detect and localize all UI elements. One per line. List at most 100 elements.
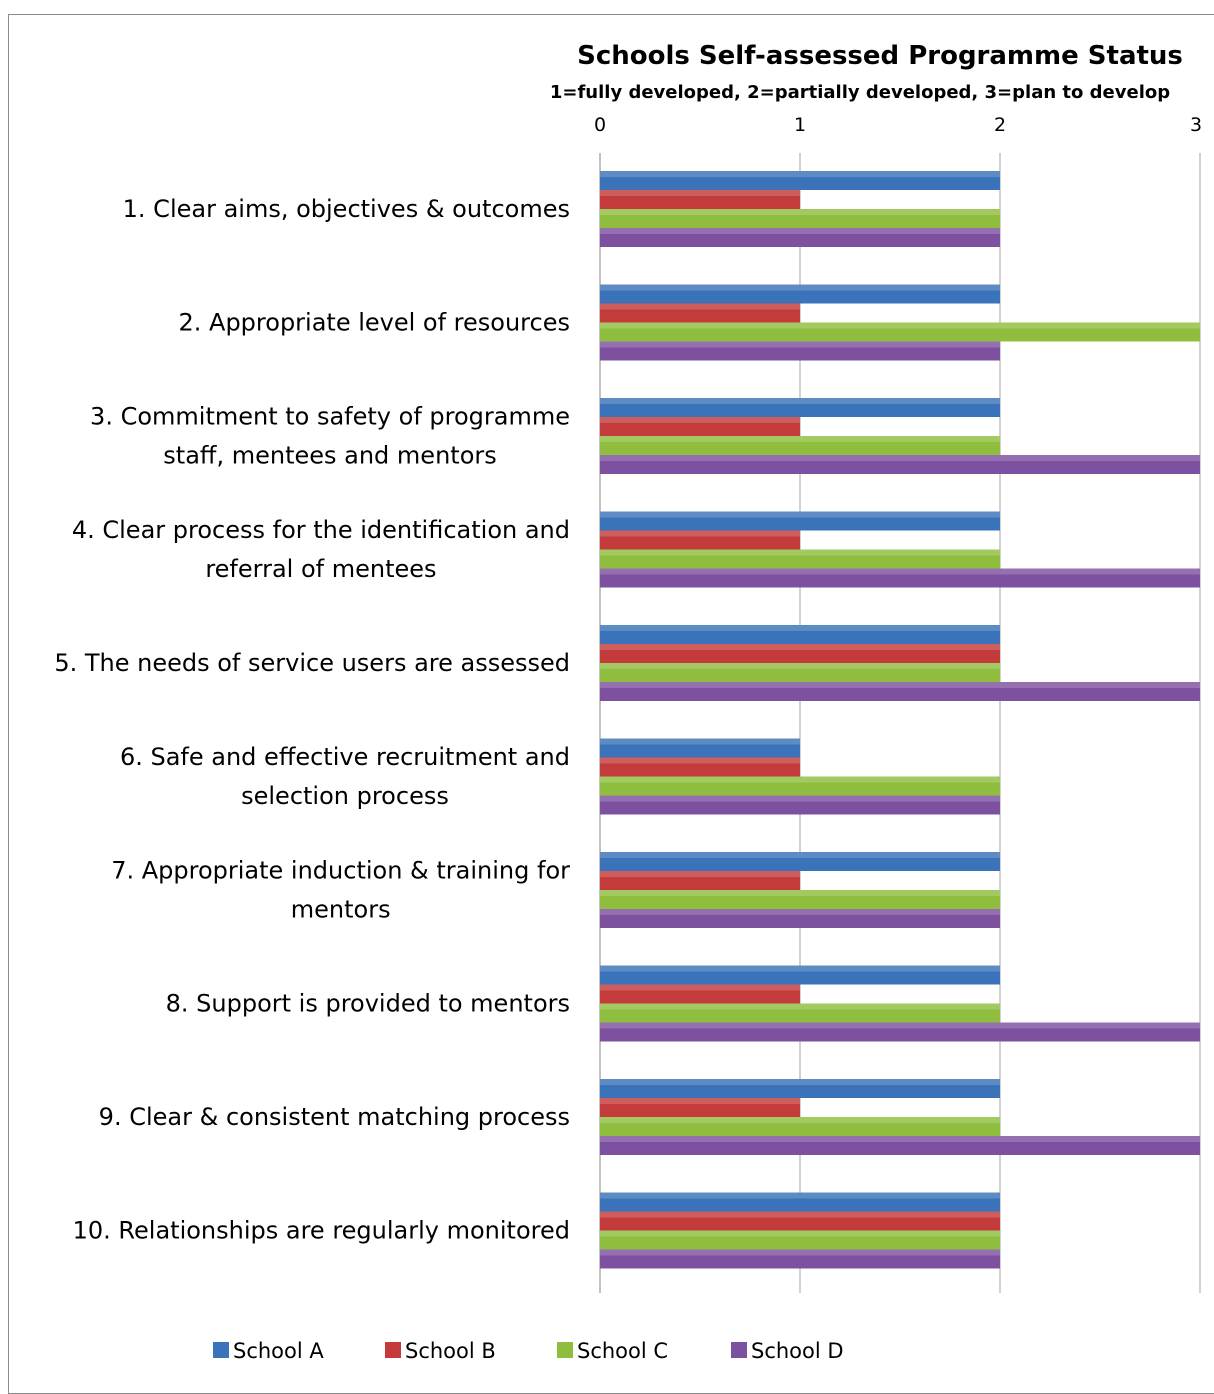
category-label: 2. Appropriate level of resources	[179, 309, 571, 337]
bar-highlight	[600, 965, 1000, 972]
legend-swatch-school-d	[731, 1342, 747, 1358]
bar-highlight	[600, 436, 1000, 442]
bar-highlight	[600, 417, 800, 423]
bar-school-b-cat-6	[600, 757, 800, 777]
bar-school-b-cat-5	[600, 644, 1000, 663]
bar-highlight	[600, 322, 1200, 329]
legend-label: School A	[233, 1339, 324, 1363]
bar-school-c-cat-3	[600, 436, 1000, 455]
category-label: staff, mentees and mentors	[163, 442, 496, 470]
category-label: 1. Clear aims, objectives & outcomes	[123, 195, 570, 223]
category-label: 9. Clear & consistent matching process	[99, 1103, 570, 1131]
bar-school-a-cat-8	[600, 965, 1000, 985]
bar-highlight	[600, 738, 800, 745]
bar-highlight	[600, 1117, 1000, 1123]
bar-highlight	[600, 1022, 1200, 1029]
bar-school-b-cat-2	[600, 303, 800, 323]
bar-highlight	[600, 530, 800, 537]
legend-label: School C	[577, 1339, 668, 1363]
category-label: 8. Support is provided to mentors	[166, 990, 570, 1018]
bar-highlight	[600, 1098, 800, 1104]
category-label: 7. Appropriate induction & training for	[111, 857, 570, 885]
category-label: mentors	[291, 896, 391, 924]
legend-swatch-school-b	[385, 1342, 401, 1358]
bar-highlight	[600, 776, 1000, 783]
bar-highlight	[600, 1192, 1000, 1199]
bar-school-d-cat-10	[600, 1249, 1000, 1269]
bar-school-c-cat-9	[600, 1117, 1000, 1136]
bar-school-b-cat-10	[600, 1211, 1000, 1231]
bar-school-c-cat-6	[600, 776, 1000, 796]
bar-highlight	[600, 549, 1000, 556]
bar-school-b-cat-3	[600, 417, 800, 436]
bar-school-b-cat-1	[600, 190, 800, 209]
bar-school-b-cat-8	[600, 984, 800, 1004]
bar-highlight	[600, 303, 800, 310]
bar-highlight	[600, 1211, 1000, 1218]
bar-school-c-cat-2	[600, 322, 1200, 342]
x-tick-label: 0	[594, 114, 606, 136]
category-label: 6. Safe and effective recruitment and	[120, 743, 570, 771]
bar-school-d-cat-1	[600, 228, 1000, 247]
bar-school-d-cat-4	[600, 568, 1200, 588]
bar-highlight	[600, 341, 1000, 348]
bar-highlight	[600, 284, 1000, 291]
category-labels: 1. Clear aims, objectives & outcomes 2. A…	[54, 195, 570, 1245]
bar-school-c-cat-10	[600, 1230, 1000, 1250]
bar-school-c-cat-1	[600, 209, 1000, 228]
bar-highlight	[600, 890, 1000, 896]
bar-school-a-cat-9	[600, 1079, 1000, 1098]
legend: School A School B School C School D	[213, 1339, 844, 1363]
bar-school-b-cat-4	[600, 530, 800, 550]
bar-highlight	[600, 511, 1000, 518]
bar-highlight	[600, 455, 1200, 461]
x-tick-label: 1	[794, 114, 806, 136]
bar-highlight	[600, 1079, 1000, 1085]
category-label: 5. The needs of service users are assess…	[54, 649, 570, 677]
legend-swatch-school-c	[557, 1342, 573, 1358]
bar-school-a-cat-3	[600, 398, 1000, 417]
bar-highlight	[600, 1136, 1200, 1142]
bar-school-b-cat-7	[600, 871, 800, 890]
bar-school-c-cat-8	[600, 1003, 1000, 1023]
bar-highlight	[600, 871, 800, 877]
legend-label: School D	[751, 1339, 844, 1363]
bar-school-a-cat-7	[600, 852, 1000, 871]
bar-highlight	[600, 984, 800, 991]
bar-highlight	[600, 568, 1200, 575]
bar-school-a-cat-4	[600, 511, 1000, 531]
bar-school-d-cat-8	[600, 1022, 1200, 1042]
bar-highlight	[600, 909, 1000, 915]
bar-school-a-cat-6	[600, 738, 800, 758]
x-tick-label: 3	[1190, 114, 1202, 136]
bar-school-a-cat-10	[600, 1192, 1000, 1212]
bar-school-d-cat-2	[600, 341, 1000, 361]
bar-highlight	[600, 171, 1000, 177]
bar-highlight	[600, 644, 1000, 650]
bar-school-d-cat-6	[600, 795, 1000, 815]
bars	[600, 171, 1200, 1269]
bar-highlight	[600, 1003, 1000, 1010]
bar-school-c-cat-7	[600, 890, 1000, 909]
legend-swatch-school-a	[213, 1342, 229, 1358]
bar-highlight	[600, 190, 800, 196]
x-axis-ticks: 0 1 2 3	[594, 114, 1202, 136]
bar-school-c-cat-4	[600, 549, 1000, 569]
category-label: referral of mentees	[205, 555, 436, 583]
bar-school-c-cat-5	[600, 663, 1000, 682]
category-label: 4. Clear process for the identification …	[72, 516, 570, 544]
bar-school-b-cat-9	[600, 1098, 800, 1117]
bar-school-d-cat-3	[600, 455, 1200, 474]
bar-school-d-cat-7	[600, 909, 1000, 928]
x-tick-label: 2	[994, 114, 1006, 136]
bar-highlight	[600, 757, 800, 764]
bar-highlight	[600, 209, 1000, 215]
bar-school-d-cat-5	[600, 682, 1200, 701]
category-label: selection process	[241, 782, 449, 810]
bar-school-a-cat-2	[600, 284, 1000, 304]
bar-highlight	[600, 1249, 1000, 1256]
chart-title: Schools Self-assessed Programme Status	[577, 41, 1183, 71]
bar-highlight	[600, 398, 1000, 404]
bar-highlight	[600, 625, 1000, 631]
bar-highlight	[600, 663, 1000, 669]
